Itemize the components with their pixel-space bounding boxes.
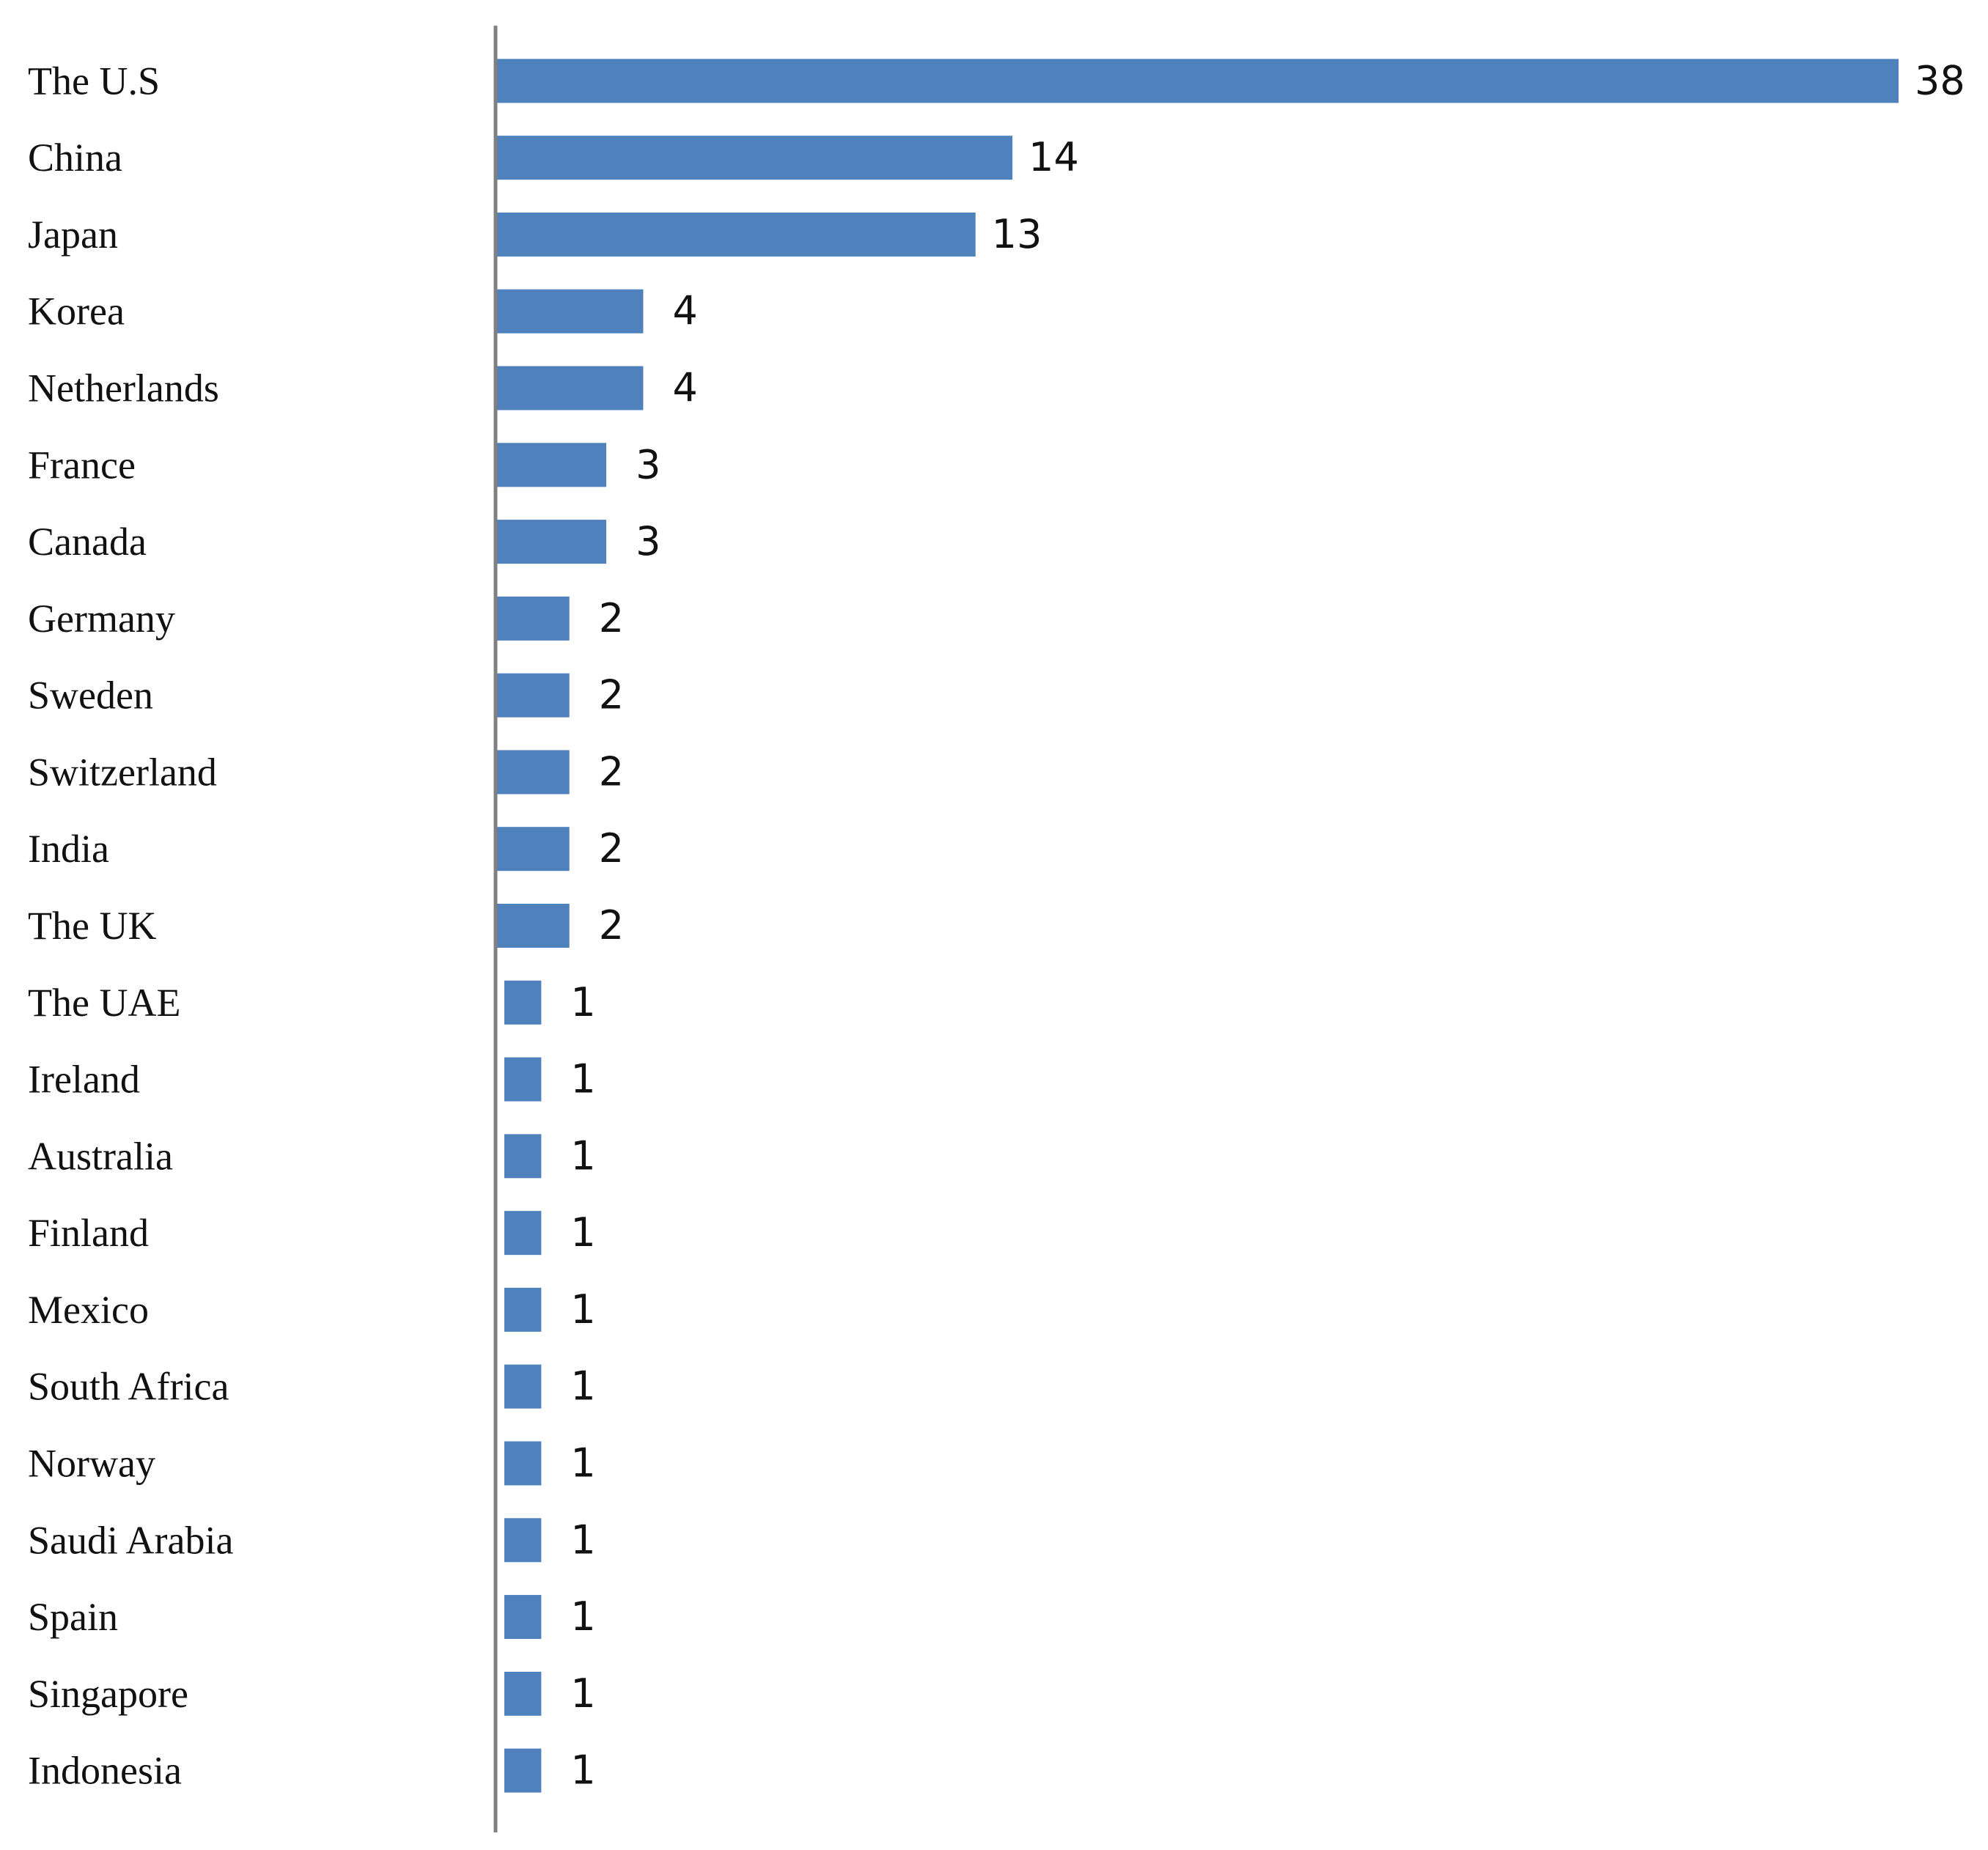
bars-group bbox=[496, 59, 1899, 1793]
value-label-sweden: 2 bbox=[599, 672, 624, 718]
bar-the-uk bbox=[496, 904, 570, 948]
category-label-singapore: Singapore bbox=[28, 1672, 188, 1716]
value-label-south-africa: 1 bbox=[570, 1363, 595, 1409]
value-label-spain: 1 bbox=[570, 1593, 595, 1640]
category-label-france: France bbox=[28, 443, 136, 487]
category-label-finland: Finland bbox=[28, 1211, 149, 1255]
bar-the-u-s bbox=[496, 59, 1899, 103]
value-label-ireland: 1 bbox=[570, 1056, 595, 1102]
value-label-france: 3 bbox=[636, 441, 660, 487]
bar-australia bbox=[504, 1134, 542, 1179]
category-label-south-africa: South Africa bbox=[28, 1365, 229, 1409]
value-label-china: 14 bbox=[1028, 134, 1079, 180]
bar-india bbox=[496, 827, 570, 871]
bar-switzerland bbox=[496, 750, 570, 795]
value-label-the-u-s: 38 bbox=[1915, 57, 1965, 103]
category-label-netherlands: Netherlands bbox=[28, 366, 219, 410]
category-labels-group: The U.S China Japan Korea Netherlands France C… bbox=[28, 59, 233, 1792]
value-label-switzerland: 2 bbox=[599, 748, 624, 795]
bar-germany bbox=[496, 596, 570, 641]
value-label-mexico: 1 bbox=[570, 1286, 595, 1333]
bar-spain bbox=[504, 1595, 542, 1640]
bar-canada bbox=[496, 520, 607, 564]
bar-ireland bbox=[504, 1057, 542, 1102]
value-label-saudi-arabia: 1 bbox=[570, 1517, 595, 1563]
value-label-india: 2 bbox=[599, 825, 624, 871]
value-label-finland: 1 bbox=[570, 1209, 595, 1256]
category-label-china: China bbox=[28, 136, 122, 180]
category-label-mexico: Mexico bbox=[28, 1288, 149, 1332]
bar-indonesia bbox=[504, 1748, 542, 1793]
category-label-ireland: Ireland bbox=[28, 1058, 140, 1102]
bar-netherlands bbox=[496, 366, 644, 410]
bar-norway bbox=[504, 1441, 542, 1486]
category-label-sweden: Sweden bbox=[28, 674, 153, 718]
category-label-the-u-s: The U.S bbox=[28, 59, 160, 103]
bar-saudi-arabia bbox=[504, 1518, 542, 1563]
value-label-japan: 13 bbox=[992, 211, 1042, 257]
value-label-australia: 1 bbox=[570, 1132, 595, 1179]
bar-china bbox=[496, 136, 1013, 180]
bar-the-uae bbox=[504, 980, 542, 1025]
category-label-japan: Japan bbox=[28, 213, 118, 257]
bar-singapore bbox=[504, 1671, 542, 1716]
category-label-spain: Spain bbox=[28, 1595, 118, 1639]
category-label-norway: Norway bbox=[28, 1441, 155, 1485]
value-label-canada: 3 bbox=[636, 518, 660, 564]
category-label-canada: Canada bbox=[28, 520, 147, 564]
value-label-korea: 4 bbox=[672, 288, 697, 334]
bar-south-africa bbox=[504, 1364, 542, 1409]
category-label-korea: Korea bbox=[28, 290, 125, 333]
category-label-germany: Germany bbox=[28, 597, 175, 641]
bar-finland bbox=[504, 1211, 542, 1256]
category-label-saudi-arabia: Saudi Arabia bbox=[28, 1518, 233, 1562]
value-label-germany: 2 bbox=[599, 595, 624, 641]
value-label-norway: 1 bbox=[570, 1440, 595, 1486]
value-label-singapore: 1 bbox=[570, 1670, 595, 1717]
category-label-indonesia: Indonesia bbox=[28, 1749, 182, 1793]
value-label-the-uae: 1 bbox=[570, 979, 595, 1025]
bar-korea bbox=[496, 289, 644, 333]
bar-france bbox=[496, 443, 607, 487]
category-label-australia: Australia bbox=[28, 1134, 173, 1178]
value-label-the-uk: 2 bbox=[599, 902, 624, 948]
category-label-india: India bbox=[28, 827, 109, 871]
category-label-the-uk: The UK bbox=[28, 904, 156, 948]
bar-japan bbox=[496, 212, 976, 257]
value-label-indonesia: 1 bbox=[570, 1747, 595, 1794]
category-label-switzerland: Switzerland bbox=[28, 750, 217, 794]
bar-mexico bbox=[504, 1287, 542, 1332]
bar-sweden bbox=[496, 673, 570, 718]
value-label-netherlands: 4 bbox=[672, 365, 697, 411]
category-label-the-uae: The UAE bbox=[28, 981, 180, 1025]
